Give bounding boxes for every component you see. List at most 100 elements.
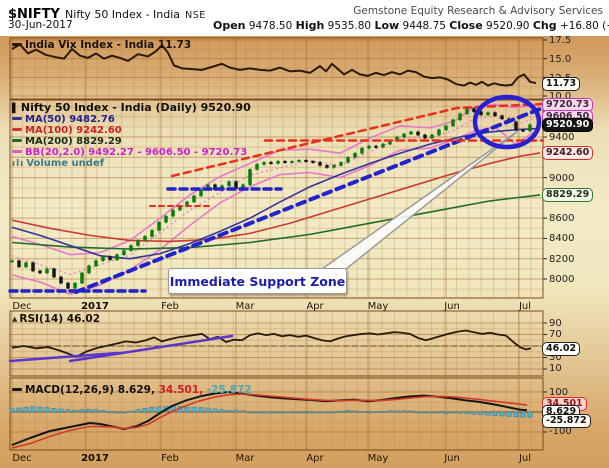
macd-hist-badge: -25.872 [542, 414, 591, 428]
high-label: High [295, 19, 325, 32]
chart-header: $NIFTY Nifty 50 Index - India NSE Gemsto… [0, 0, 609, 36]
candle-body [24, 262, 28, 268]
macd-histogram-bar [212, 408, 218, 413]
macd-histogram-bar [100, 410, 106, 413]
month-label: Apr [306, 453, 324, 464]
macd-histogram-bar [184, 406, 190, 413]
candle-body [80, 272, 84, 284]
ma200-value-badge: 8829.29 [542, 188, 594, 202]
macd-histogram-bar [520, 411, 526, 418]
chg-value: +16.80 (+0.18%) [559, 20, 609, 32]
candle-body [115, 254, 119, 260]
macd-histogram-bar [303, 411, 309, 414]
macd-histogram-bar [352, 410, 358, 413]
candle-body [66, 282, 70, 289]
candle-body [402, 133, 406, 138]
macd-histogram-bar [387, 410, 393, 413]
month-label: Jul [518, 453, 532, 464]
macd-histogram-bar [317, 411, 323, 414]
macd-histogram-bar [149, 406, 155, 413]
macd-signal-label: 34.501, [158, 384, 204, 396]
macd-histogram-bar [338, 410, 344, 413]
candle-body [164, 215, 168, 223]
month-label: May [367, 453, 389, 464]
vix-panel-border [9, 37, 544, 100]
candle-body [521, 129, 525, 132]
candle-body [444, 125, 448, 131]
vix-tick: 10.0 [549, 91, 572, 102]
month-label: Mar [235, 453, 255, 464]
price-tick: 8600 [549, 213, 575, 224]
macd-histogram-bar [380, 411, 386, 413]
candle-body [17, 260, 21, 268]
series-ma200 [11, 194, 541, 250]
month-label: Feb [161, 453, 179, 464]
macd-histogram-bar [506, 411, 512, 417]
macd-histogram-bar [492, 411, 498, 416]
ma100-value-badge: 9242.60 [542, 146, 594, 160]
macd-histogram-bar [58, 408, 64, 413]
ma50-swatch-icon [12, 117, 22, 120]
macd-histogram-bar [86, 408, 92, 413]
candle-body [458, 113, 462, 121]
candle-body [514, 121, 518, 131]
rsi-legend: ▲ RSI(14) 46.02 [12, 313, 100, 325]
rsi-tick: 70 [549, 329, 562, 340]
vix-tick: 15.0 [549, 54, 572, 65]
volume-legend: ılı Volume undef [12, 158, 104, 169]
ticker-symbol: $NIFTY [8, 7, 60, 22]
macd-histogram-bar [408, 410, 414, 413]
candle-body [311, 161, 315, 163]
candle-body [101, 256, 105, 261]
candle-body [248, 169, 252, 185]
candle-body [171, 209, 175, 217]
bb-swatch-icon [12, 150, 22, 153]
candle-body [346, 157, 350, 163]
candle-body [227, 181, 231, 186]
candle-body [451, 119, 455, 127]
macd-histogram-bar [289, 411, 295, 414]
ma200-swatch-icon [12, 139, 22, 142]
macd-histogram-bar [37, 406, 43, 413]
macd-histogram-bar [422, 411, 428, 414]
last-price-badge: 9520.90 [542, 118, 594, 132]
candle-body [374, 145, 378, 148]
macd-histogram-bar [219, 409, 225, 413]
ohlc-row: Open 9478.50 High 9535.80 Low 9448.75 Cl… [213, 19, 609, 32]
candle-body [157, 221, 161, 231]
macd-histogram-bar [366, 411, 372, 414]
symbol-row: $NIFTY Nifty 50 Index - India NSE [8, 3, 206, 22]
candle-body [94, 260, 98, 267]
macd-histogram-bar [485, 411, 491, 416]
macd-histogram-bar [401, 410, 407, 413]
candle-body [353, 152, 357, 158]
macd-histogram-bar [240, 410, 246, 413]
candle-body [423, 134, 427, 139]
vix-line-swatch-icon [12, 43, 22, 46]
macd-histogram-bar [128, 410, 134, 413]
candle-body [472, 108, 476, 112]
bb-legend: BB(20,2.0) 9492.27 - 9606.50 - 9720.73 [12, 147, 247, 158]
candle-body [199, 189, 203, 197]
low-value: 9448.75 [402, 20, 446, 32]
macd-histogram-bar [268, 411, 274, 414]
candle-body [52, 268, 56, 278]
series-rsi-line [11, 329, 532, 358]
month-label: Apr [306, 301, 324, 312]
candle-body [150, 230, 154, 237]
price-tick: 8000 [549, 274, 575, 285]
close-value: 9520.90 [486, 20, 530, 32]
candlestick-icon: ▌ [12, 104, 19, 114]
macd-histogram-bar [72, 409, 78, 413]
macd-histogram-bar [275, 411, 281, 414]
macd-histogram-bar [142, 408, 148, 413]
candle-body [108, 256, 112, 260]
price-tick: 8400 [549, 233, 575, 244]
candle-body [122, 250, 126, 255]
price-tick: 8200 [549, 254, 575, 265]
macd-histogram-bar [198, 407, 204, 413]
low-label: Low [374, 19, 400, 32]
macd-histogram-bar [23, 406, 29, 413]
